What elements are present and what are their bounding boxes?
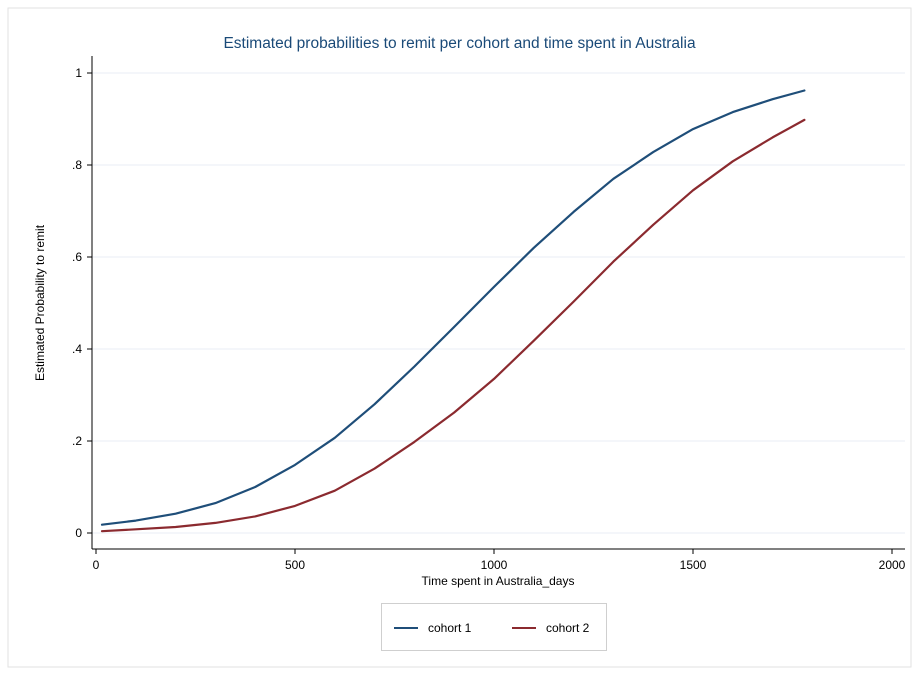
y-tick-label: .2 (72, 434, 82, 448)
y-axis-label: Estimated Probability to remit (33, 224, 47, 382)
x-axis-label: Time spent in Australia_days (421, 574, 575, 588)
y-tick-label: 0 (75, 526, 82, 540)
x-tick-label: 1500 (680, 558, 707, 572)
legend-label-cohort-2: cohort 2 (546, 621, 590, 635)
legend-swatch-cohort-1 (394, 627, 418, 629)
legend-item-cohort-2: cohort 2 (512, 620, 589, 636)
y-tick-label: .8 (72, 158, 82, 172)
series-line-cohort-2 (100, 118, 806, 533)
x-tick-label: 500 (285, 558, 305, 572)
legend-label-cohort-1: cohort 1 (428, 621, 472, 635)
y-tick-label: .4 (72, 342, 82, 356)
legend-swatch-cohort-2 (512, 627, 536, 629)
chart-title: Estimated probabilities to remit per coh… (223, 35, 696, 52)
x-tick-label: 1000 (481, 558, 508, 572)
series-line-cohort-1 (100, 89, 806, 526)
x-tick-label: 0 (93, 558, 100, 572)
y-tick-label: .6 (72, 250, 82, 264)
legend-item-cohort-1: cohort 1 (394, 620, 471, 636)
legend: cohort 1 cohort 2 (381, 603, 607, 651)
outer-frame (7, 7, 912, 668)
y-tick-label: 1 (75, 66, 82, 80)
x-tick-label: 2000 (879, 558, 906, 572)
